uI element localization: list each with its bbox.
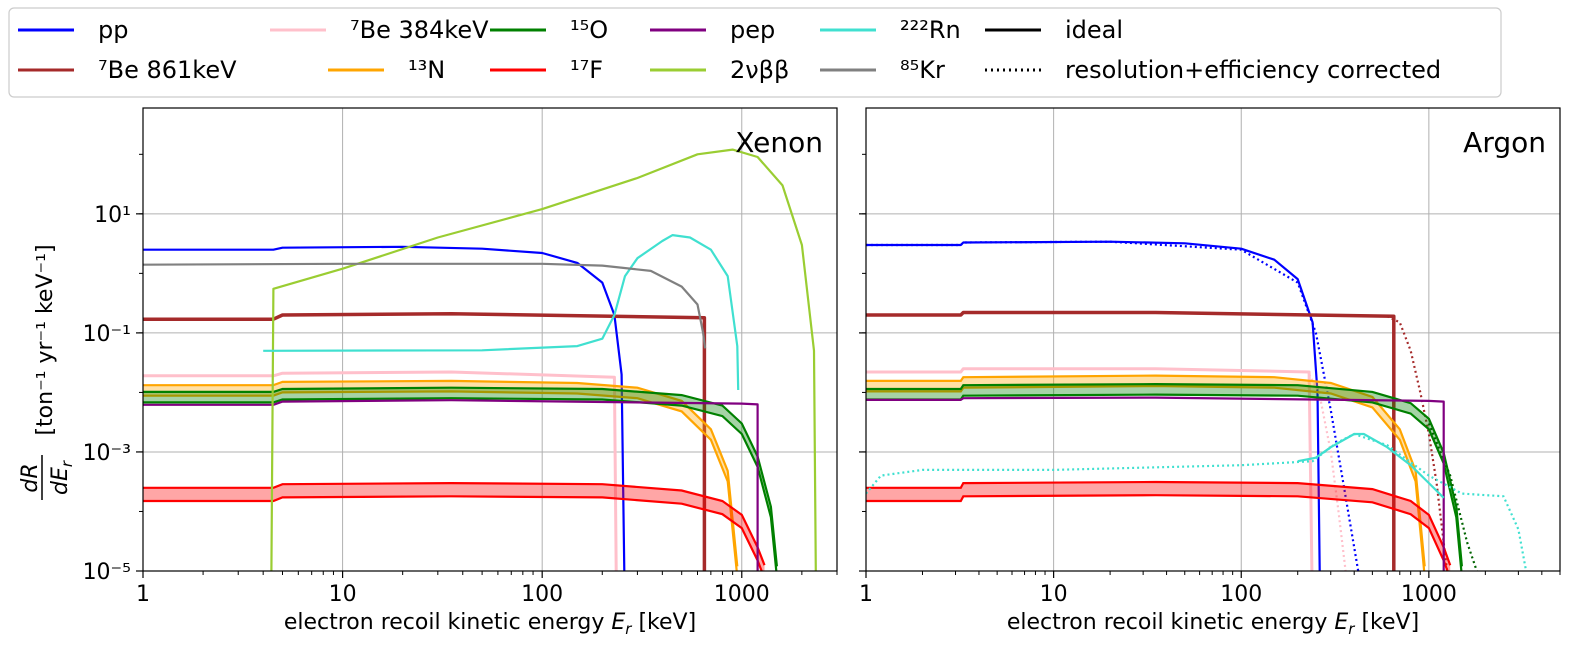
legend-entry-bb: 2νββ (650, 56, 789, 84)
x-tick-label: 10 (329, 582, 357, 607)
legend-entry-corr: resolution+efficiency corrected (985, 56, 1441, 84)
series-band-o15 (143, 387, 777, 571)
series-band-f17 (866, 482, 1451, 571)
x-tick-label: 100 (521, 582, 563, 607)
y-tick-label: 10⁻¹ (83, 322, 131, 347)
series-band-edge-o15 (143, 386, 778, 567)
legend-label: resolution+efficiency corrected (1065, 56, 1441, 84)
series-line-pp (143, 245, 626, 571)
y-axis-frac-den: dEr (48, 460, 76, 495)
legend-entry-be384: ⁷Be 384keV (270, 16, 489, 44)
series-line-rn222-corrected (866, 432, 1528, 571)
legend-entry-o15: ¹⁵O (490, 16, 608, 44)
legend: pp ⁷Be 861keV ⁷Be 384keV ¹³N ¹⁵O ¹⁷F pep 2νββ ²²… (8, 7, 1502, 98)
x-tick-label: 10 (1040, 582, 1068, 607)
legend-label: ¹⁷F (570, 56, 603, 84)
series-line-kr85 (143, 262, 707, 349)
x-tick-label: 100 (1220, 582, 1262, 607)
y-axis: 10⁻⁵ 10⁻³ 10⁻¹ 10¹ (83, 153, 143, 585)
panel-title: Argon (1463, 126, 1546, 159)
argon-panel: 1 10 100 1000 electron recoil kinetic energy… (859, 107, 1561, 638)
x-axis-label: electron recoil kinetic energy Er [keV] (284, 610, 696, 638)
series-group (866, 240, 1528, 571)
series-band-edge-n13 (143, 390, 738, 571)
series-band-edge-n13 (143, 379, 739, 567)
series-line-rn222 (263, 234, 740, 391)
y-tick-label: 10¹ (94, 203, 131, 228)
xenon-panel: 1 10 100 1000 electron recoil kinetic energy… (83, 107, 838, 638)
legend-entry-be861: ⁷Be 861keV (18, 56, 237, 84)
series-group (143, 148, 817, 571)
series-band-o15 (866, 384, 1462, 571)
series-line-bb (270, 148, 817, 571)
legend-label: ¹⁵O (570, 16, 608, 44)
series-line-pep (866, 396, 1445, 571)
series-line-be384 (143, 370, 618, 571)
legend-entry-f17: ¹⁷F (490, 56, 603, 84)
x-tick-label: 1 (136, 582, 150, 607)
legend-entry-pep: pep (650, 16, 775, 44)
legend-label: ¹³N (408, 56, 445, 84)
legend-entry-kr85: ⁸⁵Kr (820, 56, 945, 84)
legend-label: ⁷Be 861keV (98, 56, 237, 84)
x-axis: 1 10 100 1000 electron recoil kinetic energy… (859, 571, 1561, 638)
x-axis: 1 10 100 1000 electron recoil kinetic energy… (136, 571, 838, 638)
series-line-be384 (866, 367, 1314, 571)
legend-entry-rn222: ²²²Rn (820, 16, 961, 44)
series-line-o15-corrected (1427, 423, 1478, 571)
plot-area (143, 108, 837, 571)
series-band-edge-o15 (866, 393, 1463, 571)
series-band-f17 (143, 483, 765, 571)
legend-label: pep (730, 16, 775, 44)
series-band-edge-f17 (143, 481, 766, 566)
y-axis-fraction: dR dEr (18, 455, 76, 500)
legend-entry-n13: ¹³N (328, 56, 445, 84)
x-tick-label: 1000 (1401, 582, 1457, 607)
legend-label: ²²²Rn (900, 16, 961, 44)
legend-label: ⁸⁵Kr (900, 56, 945, 84)
y-axis-label-units: [ton⁻¹ yr⁻¹ keV⁻¹] (33, 244, 58, 435)
legend-label: 2νββ (730, 56, 789, 84)
axes-frame (865, 107, 1561, 572)
legend-entry-pp: pp (18, 16, 128, 44)
y-axis (859, 153, 866, 572)
series-band-edge-o15 (143, 397, 778, 571)
x-tick-label: 1000 (714, 582, 770, 607)
panel-title: Xenon (735, 126, 823, 159)
series-line-be861 (866, 310, 1396, 571)
series-line-pp-corrected (866, 240, 1360, 571)
y-tick-label: 10⁻³ (83, 441, 131, 466)
legend-label: pp (98, 16, 128, 44)
series-line-be861 (143, 311, 707, 571)
legend-label: ⁷Be 384keV (350, 16, 489, 44)
y-tick-label: 10⁻⁵ (83, 560, 131, 585)
legend-label: ideal (1065, 16, 1123, 44)
series-band-edge-f17 (866, 494, 1449, 571)
legend-entry-ideal: ideal (985, 16, 1123, 44)
y-axis-label: [ton⁻¹ yr⁻¹ keV⁻¹] (33, 244, 58, 435)
series-band-edge-f17 (143, 495, 763, 571)
series-band-edge-n13 (866, 374, 1426, 567)
axes-frame (142, 107, 838, 572)
x-tick-label: 1 (859, 582, 873, 607)
y-axis-frac-num: dR (18, 463, 43, 492)
series-line-be384-corrected (1308, 373, 1347, 571)
series-band-edge-f17 (866, 480, 1452, 566)
x-axis-label: electron recoil kinetic energy Er [keV] (1007, 610, 1419, 638)
